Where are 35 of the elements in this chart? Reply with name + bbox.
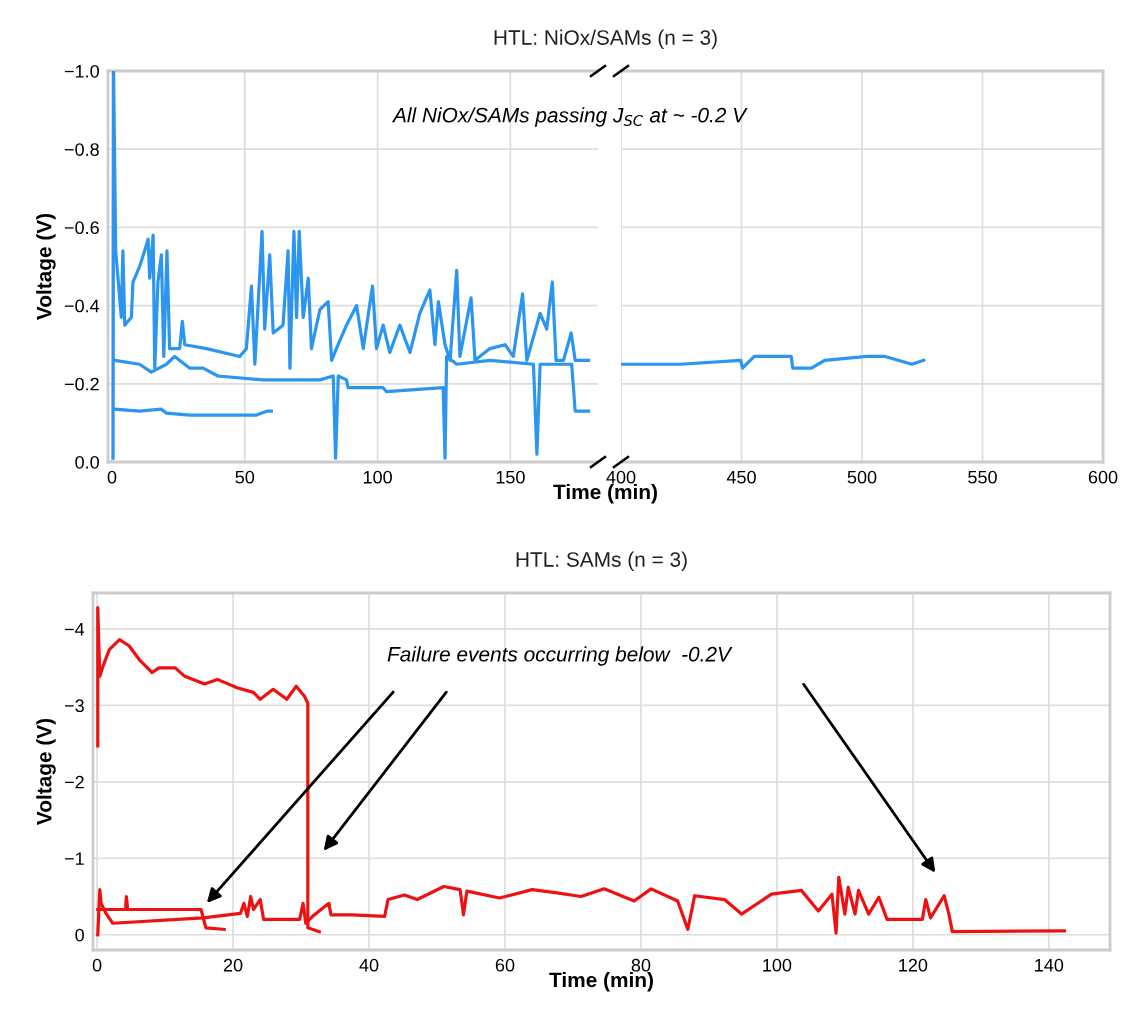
x-axis-title: Time (min) bbox=[549, 972, 653, 992]
y-axis-title: Voltage (V) bbox=[36, 213, 56, 320]
x-tick-label: 60 bbox=[495, 958, 515, 972]
x-tick-label: 150 bbox=[496, 470, 525, 484]
y-tick-label: −2 bbox=[64, 775, 84, 789]
y-tick-label: 0 bbox=[75, 928, 84, 942]
x-tick-label: 100 bbox=[363, 470, 392, 484]
x-tick-label: 100 bbox=[763, 958, 792, 972]
chart-title: HTL: SAMs (n = 3) bbox=[516, 551, 687, 571]
y-tick-label: −0.6 bbox=[64, 221, 99, 235]
y-tick-label: −4 bbox=[64, 623, 85, 636]
x-tick-label: 140 bbox=[1035, 958, 1064, 972]
chart-title: HTL: NiOx/SAMs (n = 3) bbox=[494, 29, 717, 49]
x-tick-label: 450 bbox=[726, 470, 756, 484]
x-tick-label: 500 bbox=[847, 470, 877, 484]
x-tick-label: 400 bbox=[606, 470, 636, 484]
y-tick-label: −3 bbox=[64, 699, 84, 713]
x-tick-label: 20 bbox=[223, 958, 243, 972]
x-tick-label: 50 bbox=[235, 470, 255, 484]
x-tick-label: 600 bbox=[1088, 470, 1118, 484]
annotation: Failure events occurring below -0.2V bbox=[387, 646, 733, 666]
y-tick-label: −0.8 bbox=[64, 143, 99, 156]
y-tick-label: −0.2 bbox=[64, 377, 99, 391]
x-tick-label: 40 bbox=[359, 958, 379, 972]
x-tick-label: 0 bbox=[107, 470, 117, 484]
x-tick-label: 550 bbox=[968, 470, 997, 484]
y-tick-label: 0.0 bbox=[75, 455, 99, 469]
y-tick-label: −1 bbox=[64, 852, 84, 865]
y-tick-label: −0.4 bbox=[64, 299, 100, 313]
y-tick-label: −1.0 bbox=[64, 64, 99, 78]
x-tick-label: 120 bbox=[899, 958, 928, 972]
x-axis-title: Time (min) bbox=[553, 484, 657, 504]
y-axis-title: Voltage (V) bbox=[36, 718, 56, 825]
x-tick-label: 80 bbox=[631, 958, 651, 972]
annotation: All NiOx/SAMs passing J$_{SC}$ at ~ -0.2 V bbox=[391, 107, 748, 127]
